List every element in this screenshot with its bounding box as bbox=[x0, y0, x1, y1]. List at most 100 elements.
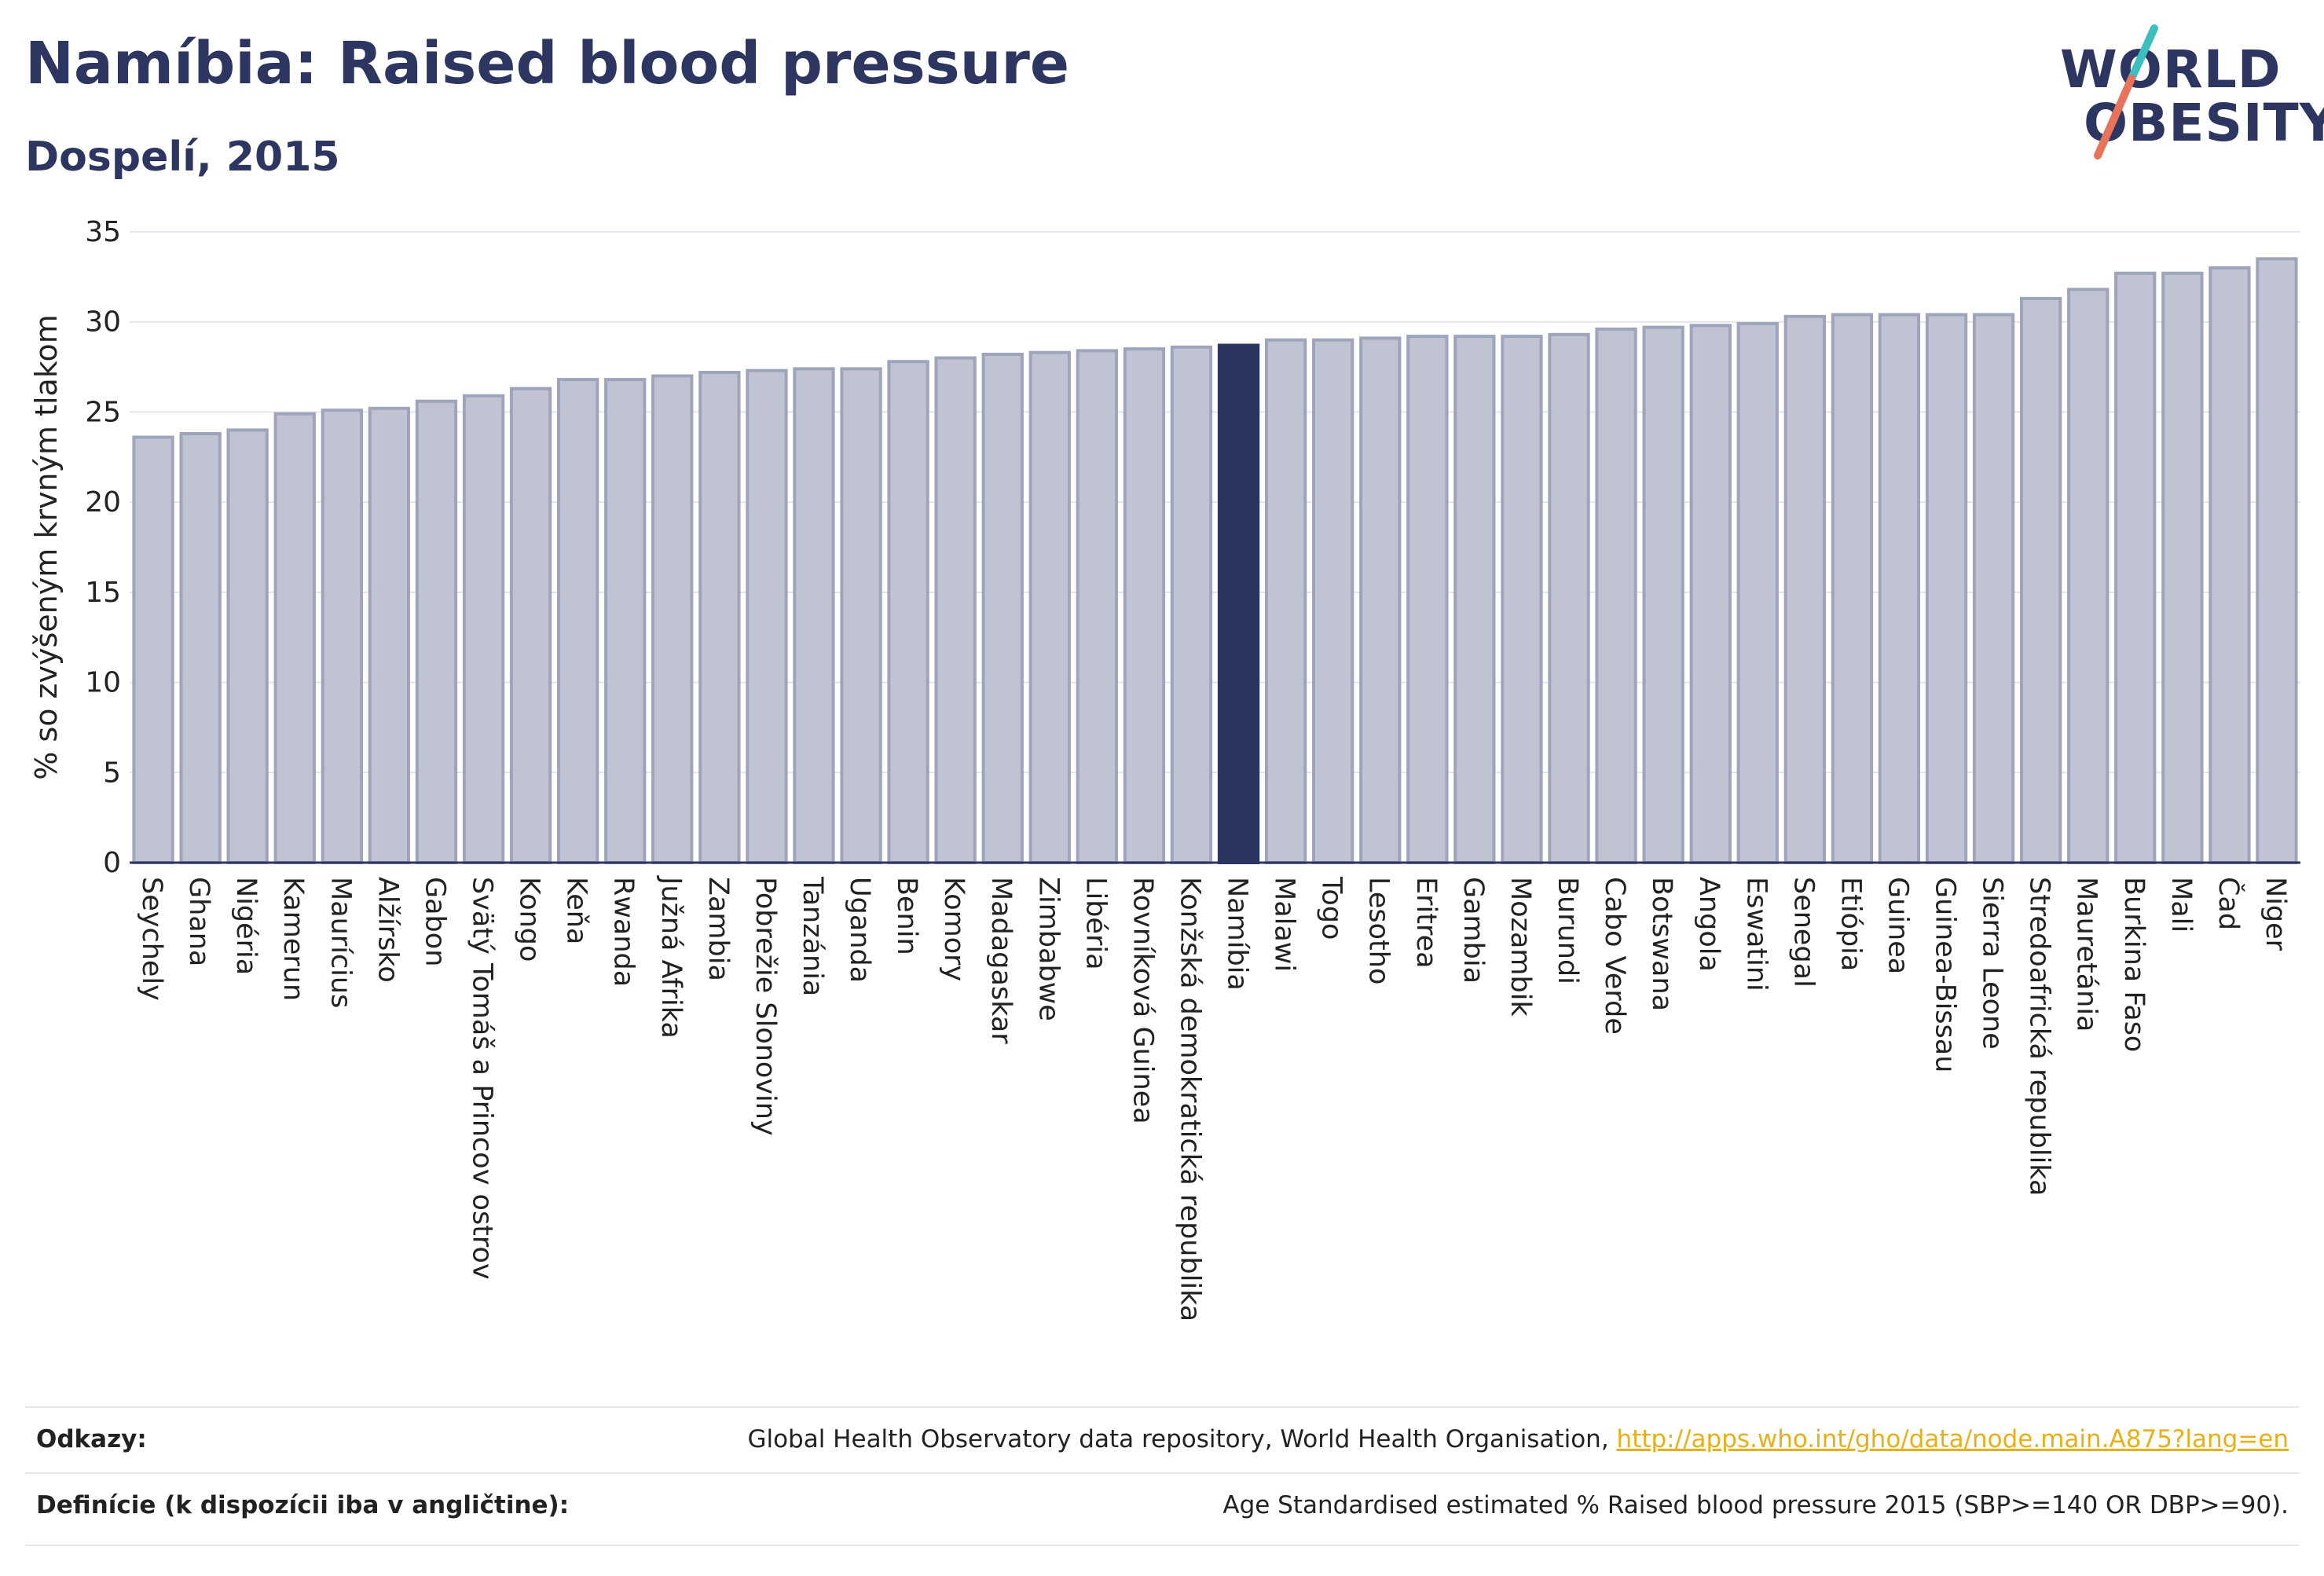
x-tick-label: Seychely bbox=[136, 877, 167, 1001]
bar bbox=[462, 394, 505, 864]
y-tick-label: 35 bbox=[85, 216, 121, 248]
logo-line1: WORLD bbox=[2060, 39, 2282, 100]
x-tick-label: Guinea bbox=[1882, 877, 1913, 974]
bar bbox=[651, 374, 694, 864]
bar bbox=[321, 409, 364, 865]
x-tick-label: Maurícius bbox=[324, 877, 356, 1008]
bar bbox=[1595, 327, 1637, 864]
x-tick-label: Tanzánia bbox=[797, 876, 828, 996]
x-tick-label: Burundi bbox=[1552, 877, 1583, 984]
y-tick-label: 25 bbox=[85, 396, 121, 428]
x-tick-label: Ghana bbox=[183, 877, 214, 966]
x-tick-label: Malawi bbox=[1269, 877, 1300, 972]
bar bbox=[1123, 347, 1166, 865]
x-tick-label: Eswatini bbox=[1740, 877, 1772, 991]
sources-label: Odkazy: bbox=[36, 1425, 147, 1453]
sources-link[interactable]: http://apps.who.int/gho/data/node.main.A… bbox=[1616, 1425, 2289, 1453]
x-tick-label: Svätý Tomáš a Princov ostrov bbox=[467, 877, 498, 1280]
bar bbox=[1359, 336, 1402, 864]
definition-label: Definície (k dispozícii iba v angličtine… bbox=[36, 1491, 570, 1519]
footer-divider bbox=[25, 1545, 2300, 1546]
x-tick-label: Kamerun bbox=[277, 877, 309, 1001]
x-tick-label: Cabo Verde bbox=[1599, 877, 1630, 1035]
x-tick-label: Madagaskar bbox=[985, 877, 1017, 1044]
bar bbox=[1689, 324, 1732, 865]
bar bbox=[1453, 335, 1496, 865]
bar bbox=[981, 353, 1024, 864]
bar bbox=[132, 435, 174, 864]
x-tick-label: Mauretánia bbox=[2071, 877, 2102, 1032]
bar-highlighted bbox=[1217, 343, 1260, 864]
x-tick-label: Botswana bbox=[1646, 877, 1677, 1011]
bar bbox=[604, 378, 647, 865]
definition-text: Age Standardised estimated % Raised bloo… bbox=[1222, 1491, 2289, 1519]
y-tick-label: 10 bbox=[85, 667, 121, 699]
chart-title: Namíbia: Raised blood pressure bbox=[25, 30, 1070, 97]
bar bbox=[2020, 296, 2062, 864]
x-tick-label: Eritrea bbox=[1410, 877, 1442, 969]
bar bbox=[840, 367, 882, 864]
bar-chart: 0 5 10 15 20 25 30 35 Seychely Ghana Nigéria Kamer… bbox=[29, 216, 2300, 1321]
world-obesity-logo: WORLD OBESITY bbox=[2051, 22, 2324, 171]
bar bbox=[2256, 257, 2298, 864]
x-tick-label: Senegal bbox=[1787, 877, 1819, 988]
bar bbox=[1548, 332, 1590, 865]
bar bbox=[746, 368, 788, 864]
chart-subtitle: Dospelí, 2015 bbox=[25, 134, 340, 181]
x-tick-label: Angola bbox=[1693, 877, 1725, 972]
bar bbox=[2114, 271, 2157, 865]
bar bbox=[2161, 271, 2204, 865]
x-tick-label: Sierra Leone bbox=[1977, 877, 2008, 1050]
bar bbox=[887, 360, 929, 864]
bar bbox=[1406, 335, 1449, 865]
definition-row: Definície (k dispozícii iba v angličtine… bbox=[25, 1472, 2300, 1537]
x-tick-label: Burkina Faso bbox=[2118, 877, 2150, 1052]
x-tick-label: Gambia bbox=[1457, 877, 1489, 984]
y-tick-label: 20 bbox=[85, 486, 121, 519]
bar bbox=[1925, 313, 1968, 864]
bar bbox=[1170, 345, 1213, 865]
bar bbox=[793, 367, 835, 864]
x-tick-label: Kongo bbox=[514, 877, 545, 962]
bar bbox=[1736, 322, 1779, 864]
bar bbox=[1878, 313, 1921, 864]
x-tick-label: Rwanda bbox=[608, 877, 640, 987]
bar bbox=[2209, 266, 2251, 864]
y-tick-label: 15 bbox=[85, 577, 121, 609]
x-tick-label: Libéria bbox=[1080, 877, 1111, 970]
x-tick-label: Alžírsko bbox=[372, 877, 403, 983]
bar bbox=[1076, 349, 1118, 864]
x-tick-label: Zambia bbox=[702, 877, 734, 981]
x-tick-label: Mozambik bbox=[1505, 877, 1536, 1017]
bar bbox=[509, 387, 552, 865]
bar bbox=[2067, 288, 2110, 864]
sources-row: Odkazy: Global Health Observatory data r… bbox=[25, 1406, 2300, 1471]
bar bbox=[1265, 338, 1307, 864]
bars bbox=[132, 257, 2298, 865]
x-tick-label: Rovníková Guinea bbox=[1127, 877, 1158, 1124]
bar bbox=[698, 371, 741, 864]
bar bbox=[1028, 350, 1071, 864]
x-tick-label: Uganda bbox=[844, 877, 875, 983]
bar bbox=[1501, 335, 1543, 865]
x-tick-label: Konžská demokratická republika bbox=[1175, 877, 1206, 1321]
x-tick-label: Mali bbox=[2165, 877, 2197, 933]
y-tick-labels: 0 5 10 15 20 25 30 35 bbox=[85, 216, 121, 879]
x-tick-label: Komory bbox=[938, 877, 970, 981]
x-tick-label: Gabon bbox=[419, 877, 450, 966]
bar bbox=[226, 428, 269, 864]
sources-value: Global Health Observatory data repositor… bbox=[747, 1425, 2289, 1453]
x-tick-label: Pobrežie Slonoviny bbox=[750, 877, 781, 1136]
bar bbox=[368, 406, 411, 864]
bar bbox=[415, 399, 458, 864]
bar bbox=[557, 378, 599, 865]
sources-text: Global Health Observatory data repositor… bbox=[747, 1425, 1617, 1453]
bar bbox=[1783, 314, 1826, 865]
x-tick-label: Nigéria bbox=[230, 877, 262, 975]
x-tick-label: Keňa bbox=[561, 877, 592, 944]
y-tick-label: 30 bbox=[85, 306, 121, 339]
x-tick-label: Benin bbox=[891, 877, 922, 955]
bar bbox=[1642, 325, 1684, 865]
bar bbox=[1312, 338, 1354, 864]
x-tick-label: Južná Afrika bbox=[655, 875, 687, 1039]
